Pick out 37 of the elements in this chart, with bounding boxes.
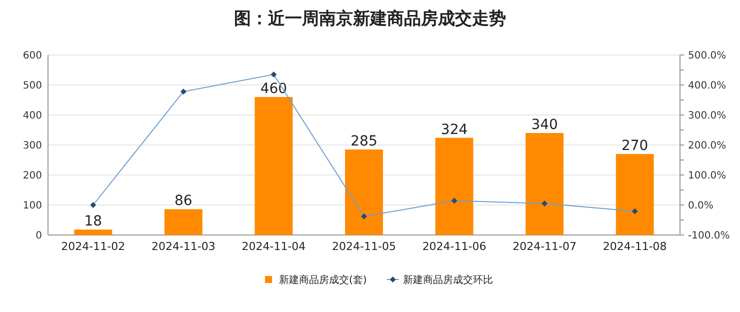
y2-tick-label: 100.0% — [688, 170, 726, 182]
y2-tick-label: 0.0% — [688, 200, 714, 212]
y-tick-label: 600 — [22, 50, 42, 62]
y2-tick-label: 200.0% — [688, 140, 726, 152]
data-label: 285 — [350, 134, 378, 150]
x-tick-label: 2024-11-07 — [512, 240, 577, 253]
x-tick-label: 2024-11-02 — [61, 240, 126, 253]
bar — [345, 150, 383, 235]
bar — [254, 97, 293, 235]
y-tick-label: 500 — [22, 80, 42, 92]
y-tick-label: 300 — [22, 140, 42, 152]
data-label: 340 — [531, 117, 558, 133]
y2-tick-label: 500.0% — [688, 50, 726, 62]
x-tick-label: 2024-11-08 — [602, 240, 667, 253]
y2-tick-label: 400.0% — [688, 80, 726, 92]
x-tick-label: 2024-11-05 — [332, 240, 396, 253]
x-tick-label: 2024-11-06 — [422, 240, 486, 253]
bar — [616, 154, 654, 235]
x-tick-label: 2024-11-04 — [242, 240, 306, 253]
data-label: 324 — [440, 122, 468, 138]
chart-title: 图：近一周南京新建商品房成交走势 — [234, 9, 506, 29]
y2-tick-label: 300.0% — [688, 110, 726, 122]
legend-label: 新建商品房成交环比 — [402, 274, 493, 286]
y-tick-label: 400 — [22, 110, 42, 122]
legend-label: 新建商品房成交(套) — [279, 274, 367, 286]
y-tick-label: 0 — [36, 230, 42, 242]
bar — [74, 230, 112, 235]
x-tick-label: 2024-11-03 — [151, 240, 216, 253]
bar — [435, 138, 474, 235]
data-label: 270 — [621, 138, 648, 154]
data-label: 86 — [174, 193, 192, 210]
y-tick-label: 200 — [22, 170, 42, 182]
data-label: 18 — [84, 214, 102, 230]
y-tick-label: 100 — [22, 200, 42, 212]
y2-tick-label: -100.0% — [688, 230, 730, 242]
bar — [526, 133, 564, 235]
bar — [164, 209, 202, 235]
